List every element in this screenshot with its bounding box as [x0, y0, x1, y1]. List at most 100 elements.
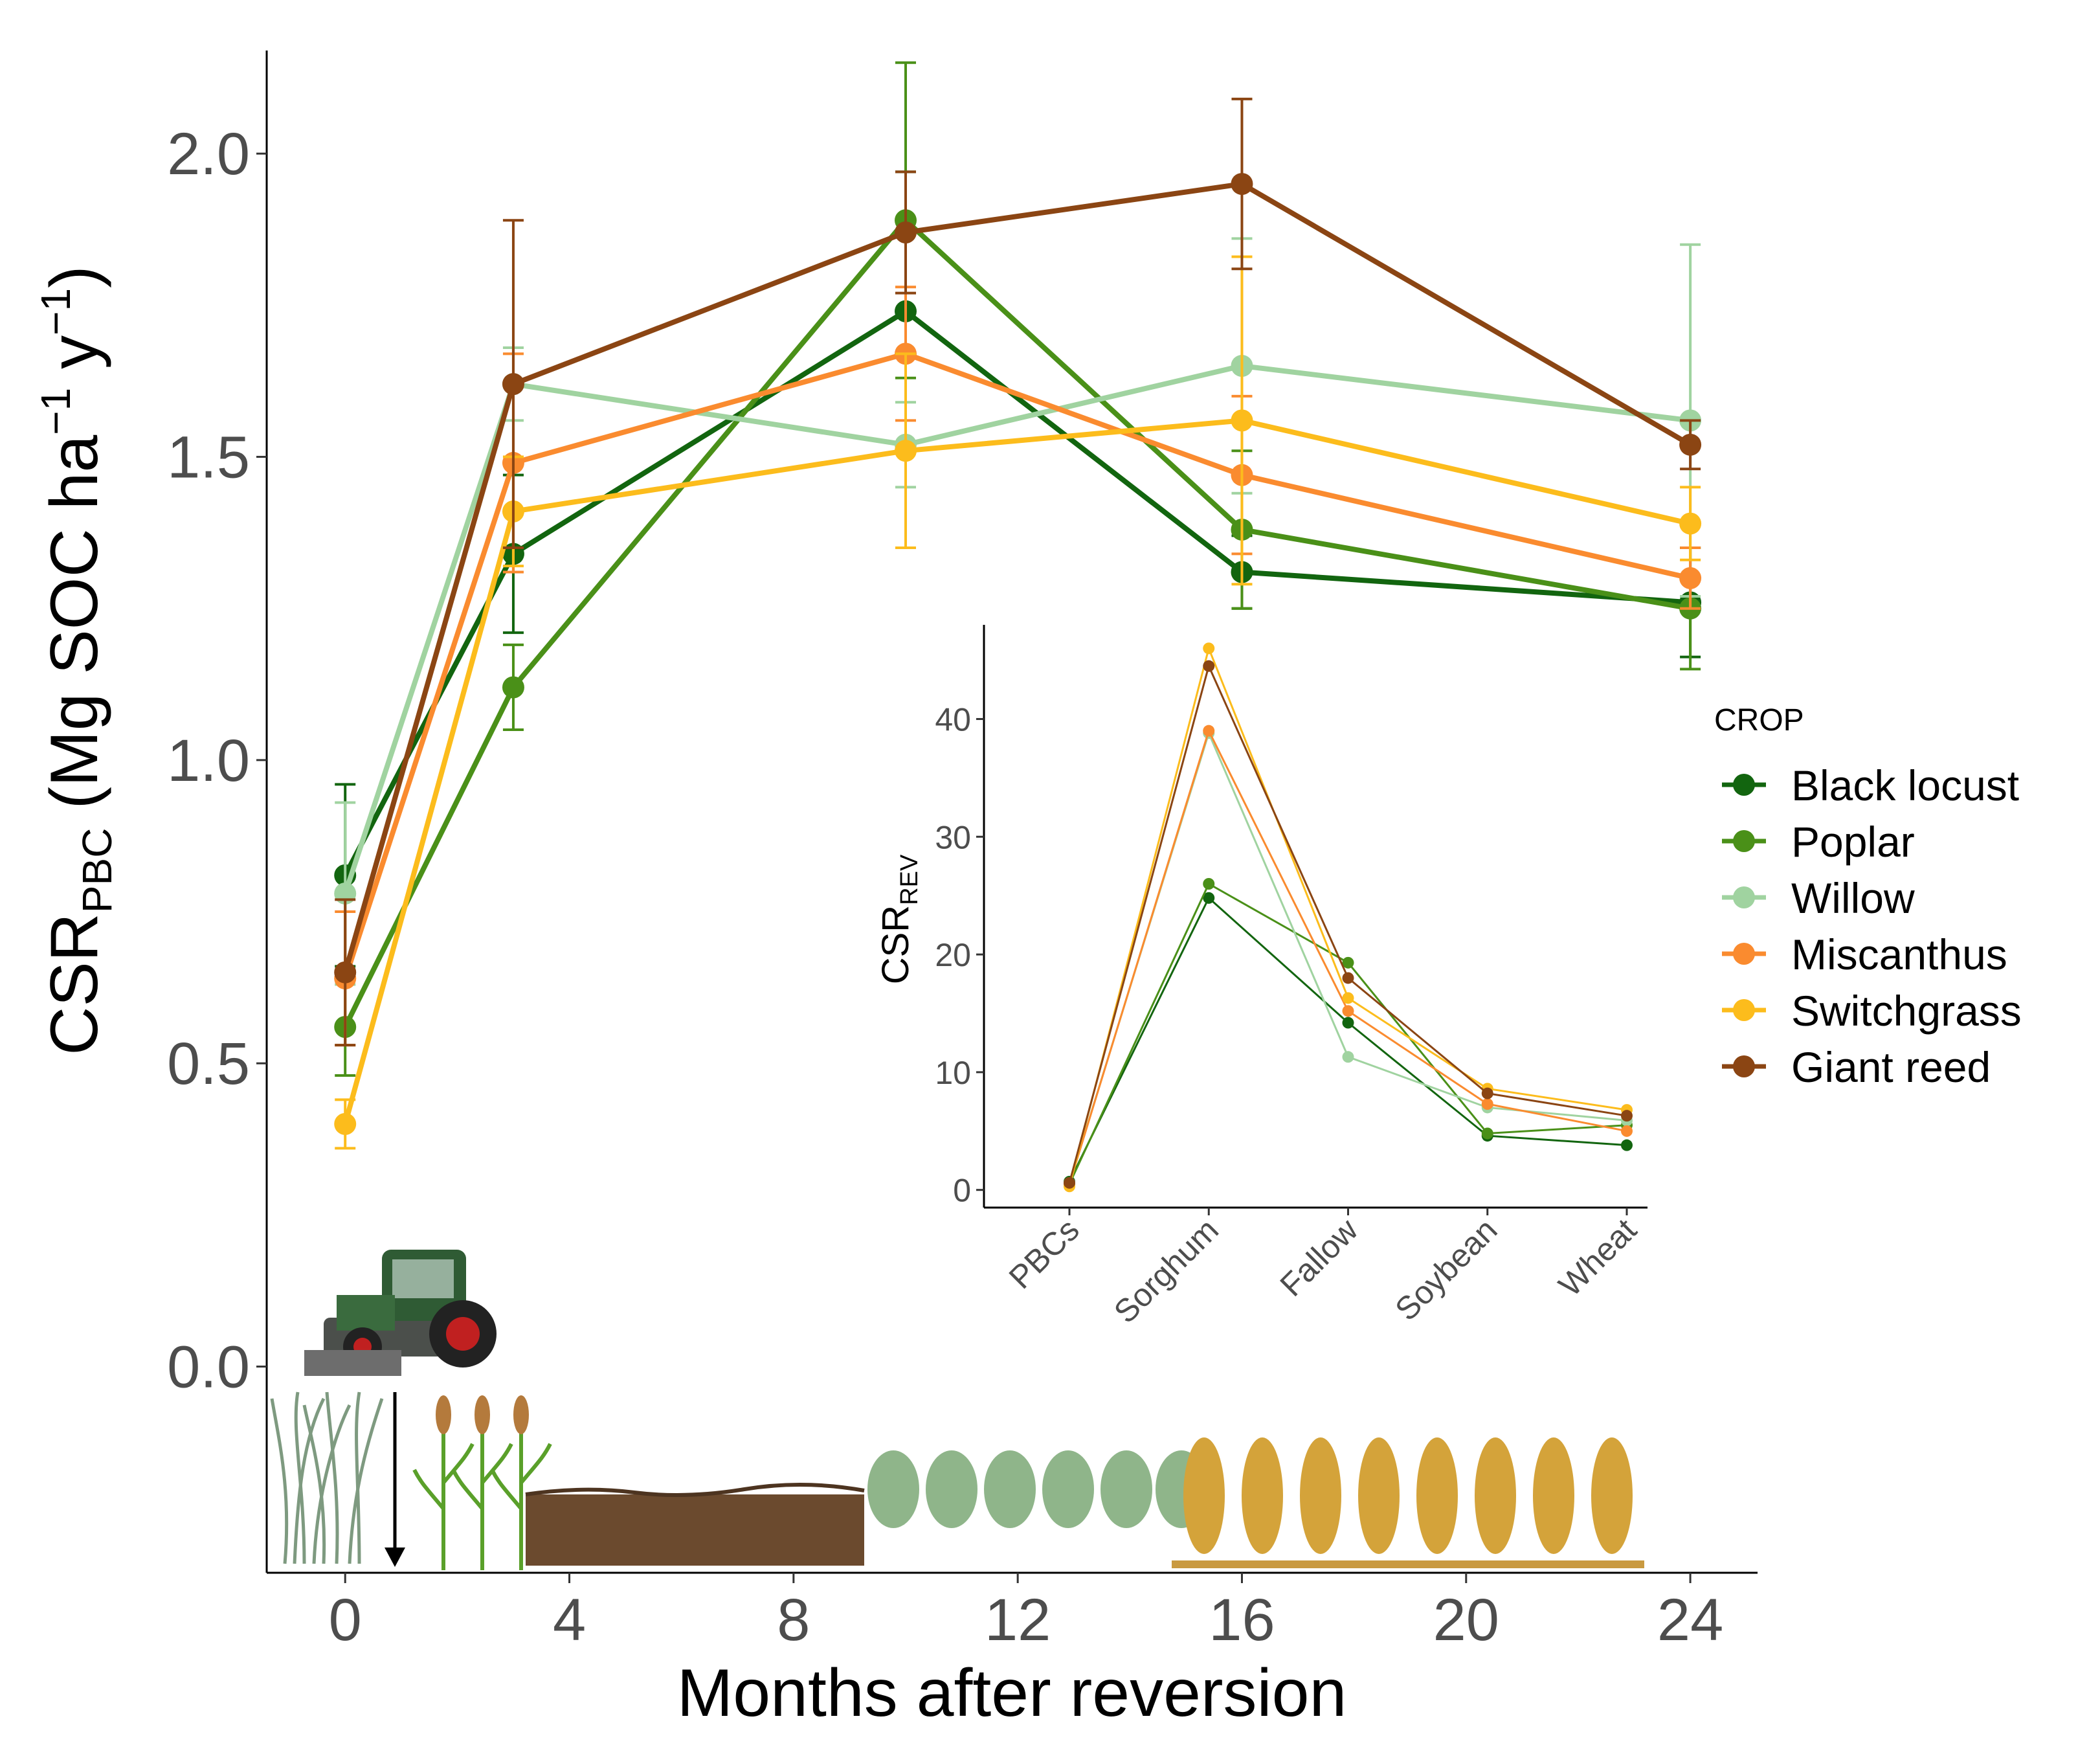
- inset-y-tick-label: 40: [935, 701, 971, 737]
- inset-data-point: [1481, 1127, 1493, 1140]
- inset-y-title-sub: REV: [896, 854, 923, 905]
- data-point: [502, 676, 524, 699]
- inset-x-tick-label: Wheat: [1552, 1211, 1644, 1303]
- main-x-tick-label: 24: [1657, 1587, 1723, 1653]
- data-point: [1679, 567, 1702, 589]
- fallow-soil-illustration: [526, 1494, 864, 1566]
- legend-item-miscanthus: Miscanthus: [1722, 930, 2007, 978]
- main-x-tick-label: 20: [1433, 1587, 1499, 1653]
- tractor-illustration: [304, 1250, 497, 1376]
- inset-y-tick-label: 0: [953, 1173, 971, 1209]
- legend: CROP Black locust Poplar Willow Miscanthus S…: [1714, 703, 2022, 1091]
- legend-key-marker: [1733, 774, 1755, 796]
- data-point: [1679, 433, 1702, 456]
- main-x-ticks: 0 4 8 12 16 20 24: [329, 1573, 1723, 1653]
- main-y-title-sup1: −1: [32, 388, 79, 435]
- inset-data-point: [1621, 1110, 1633, 1122]
- main-x-tick-label: 16: [1209, 1587, 1275, 1653]
- legend-label: Willow: [1791, 874, 1915, 922]
- inset-y-tick-label: 30: [935, 819, 971, 855]
- wheat-illustration: [1172, 1437, 1644, 1568]
- inset-series-layer: [1064, 642, 1633, 1193]
- inset-y-ticks: 0 10 20 30 40: [935, 701, 984, 1209]
- main-x-tick-label: 0: [329, 1587, 362, 1653]
- main-series-switchgrass: [334, 255, 1702, 1150]
- main-x-tick-label: 12: [985, 1587, 1051, 1653]
- inset-x-tick-label: PBCs: [1002, 1211, 1086, 1296]
- inset-y-axis-title: CSRREV: [875, 854, 923, 984]
- inset-x-tick-label: Fallow: [1273, 1211, 1365, 1303]
- main-y-ticks: 0.0 0.5 1.0 1.5 2.0: [167, 121, 267, 1401]
- legend-label: Black locust: [1791, 761, 2019, 809]
- inset-data-point: [1203, 725, 1215, 737]
- main-y-axis-title: CSRPBC (Mg SOC ha−1 y−1): [32, 265, 120, 1055]
- inset-x-tick-label: Sorghum: [1107, 1211, 1225, 1330]
- legend-item-willow: Willow: [1722, 874, 1915, 922]
- main-y-tick-label: 2.0: [167, 121, 250, 187]
- inset-data-point: [1203, 878, 1215, 890]
- main-y-title-sub: PBC: [74, 828, 120, 914]
- sorghum-illustration: [412, 1395, 552, 1570]
- main-y-tick-label: 1.0: [167, 728, 250, 794]
- inset-x-ticks: PBCs Sorghum Fallow Soybean Wheat: [1002, 1208, 1644, 1330]
- inset-data-point: [1342, 1051, 1354, 1063]
- data-point: [1231, 409, 1253, 432]
- inset-data-point: [1064, 1176, 1075, 1189]
- inset-data-point: [1342, 956, 1354, 969]
- perennial-grass-illustration: [270, 1391, 384, 1564]
- legend-item-poplar: Poplar: [1722, 818, 1915, 866]
- main-y-title-mid: y: [37, 335, 112, 388]
- inset-y-tick-label: 10: [935, 1055, 971, 1091]
- main-y-title-sup2: −1: [32, 288, 79, 335]
- legend-key-marker: [1733, 886, 1755, 908]
- inset-y-tick-label: 20: [935, 937, 971, 973]
- main-series-giant-reed: [334, 97, 1702, 1047]
- legend-label: Switchgrass: [1791, 987, 2022, 1035]
- main-y-title-main: CSR: [37, 913, 112, 1055]
- inset-data-point: [1481, 1098, 1493, 1110]
- main-x-tick-label: 4: [553, 1587, 586, 1653]
- main-y-title-rest: (Mg SOC ha: [37, 435, 112, 828]
- inset-data-point: [1203, 892, 1215, 904]
- data-point: [502, 373, 524, 396]
- legend-label: Giant reed: [1791, 1043, 1991, 1091]
- inset-data-point: [1342, 992, 1354, 1004]
- legend-item-black-locust: Black locust: [1722, 761, 2019, 809]
- data-point: [334, 1112, 357, 1135]
- inset-x-tick-label: Soybean: [1388, 1211, 1504, 1327]
- legend-items: Black locust Poplar Willow Miscanthus Switch…: [1722, 761, 2022, 1091]
- main-x-axis-title: Months after reversion: [677, 1656, 1347, 1731]
- legend-label: Miscanthus: [1791, 930, 2007, 978]
- data-point: [1231, 173, 1253, 196]
- inset-data-point: [1203, 660, 1215, 672]
- inset-data-point: [1621, 1139, 1633, 1151]
- main-y-tick-label: 1.5: [167, 425, 250, 491]
- reversion-arrowhead: [385, 1548, 405, 1567]
- main-y-tick-label: 0.0: [167, 1334, 250, 1401]
- main-y-tick-label: 0.5: [167, 1031, 250, 1097]
- main-y-title-end: ): [37, 265, 112, 288]
- main-x-tick-label: 8: [777, 1587, 810, 1653]
- inset-data-point: [1203, 642, 1215, 655]
- legend-item-giant-reed: Giant reed: [1722, 1043, 1991, 1091]
- main-plot: 0.0 0.5 1.0 1.5 2.0 0 4 8 12 16 20 24: [32, 51, 1758, 1731]
- main-series-layer: [334, 61, 1702, 1150]
- legend-key-marker: [1733, 999, 1755, 1021]
- inset-data-point: [1621, 1125, 1633, 1137]
- inset-data-point: [1342, 1005, 1354, 1017]
- legend-key-marker: [1733, 830, 1755, 852]
- inset-data-point: [1342, 1017, 1354, 1029]
- inset-y-title-main: CSR: [875, 905, 917, 984]
- inset-data-point: [1342, 972, 1354, 984]
- data-point: [895, 440, 917, 462]
- data-point: [1679, 512, 1702, 535]
- legend-item-switchgrass: Switchgrass: [1722, 987, 2022, 1035]
- soybean-illustration: [867, 1450, 1207, 1528]
- crop-timeline-illustration: [270, 1250, 1644, 1570]
- data-point: [334, 961, 357, 984]
- legend-label: Poplar: [1791, 818, 1915, 866]
- legend-key-marker: [1733, 943, 1755, 965]
- legend-title: CROP: [1714, 703, 1804, 737]
- inset-series-giant-reed: [1064, 660, 1633, 1189]
